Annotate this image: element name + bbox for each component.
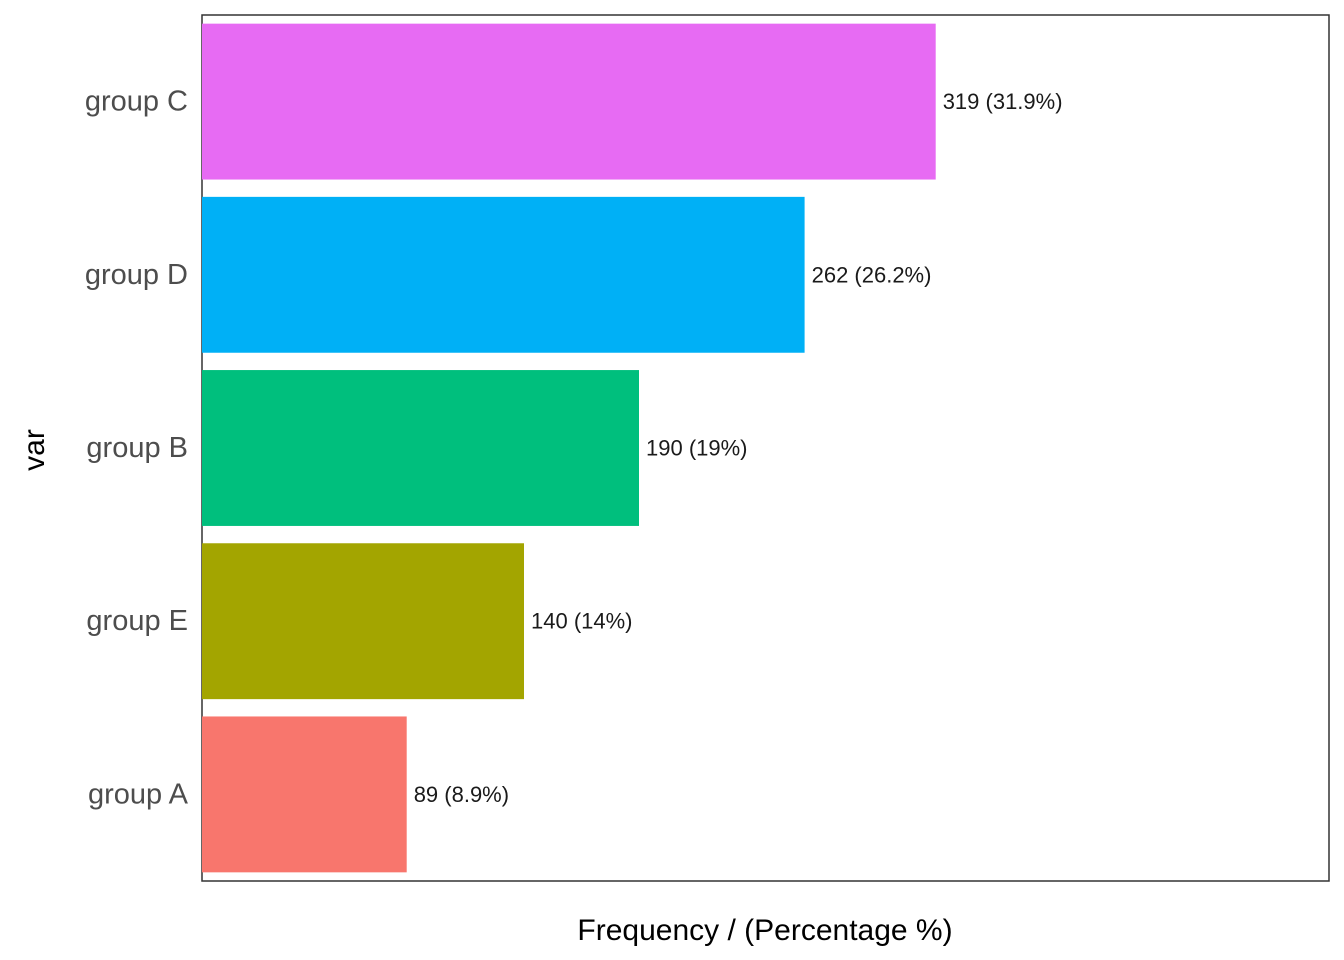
data-label: 319 (31.9%) bbox=[943, 89, 1063, 114]
bar bbox=[202, 543, 524, 700]
bar bbox=[202, 23, 936, 180]
bar bbox=[202, 196, 805, 353]
bars-group bbox=[202, 23, 936, 873]
category-labels: group C group D group B group E group A bbox=[85, 86, 189, 811]
category-label: group B bbox=[86, 432, 188, 464]
data-label: 140 (14%) bbox=[531, 609, 633, 634]
category-label: group A bbox=[88, 778, 189, 810]
category-label: group E bbox=[86, 605, 188, 637]
category-label: group C bbox=[85, 86, 188, 118]
data-label: 190 (19%) bbox=[646, 436, 748, 461]
x-axis-title: Frequency / (Percentage %) bbox=[577, 914, 952, 947]
category-label: group D bbox=[85, 259, 188, 291]
bar bbox=[202, 370, 639, 526]
bar bbox=[202, 716, 407, 873]
data-label: 89 (8.9%) bbox=[414, 782, 509, 807]
data-labels: 319 (31.9%) 262 (26.2%) 190 (19%) 140 (14%)… bbox=[414, 89, 1063, 807]
data-label: 262 (26.2%) bbox=[812, 262, 932, 287]
y-axis-title: var bbox=[18, 429, 51, 471]
